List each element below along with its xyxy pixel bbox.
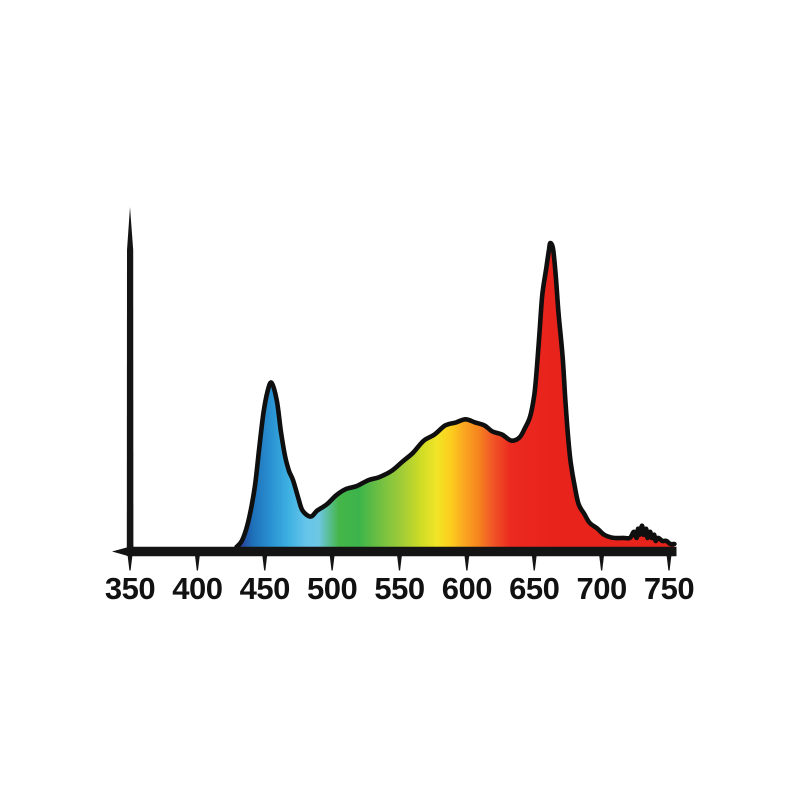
x-tick-label: 500 [307, 571, 357, 606]
x-tick-label: 400 [172, 571, 222, 606]
x-axis-tick [261, 548, 268, 571]
x-axis-tick [464, 548, 471, 571]
spectrum-figure: 350 400 450 500 550 600 650 700 750 [0, 0, 800, 800]
x-axis-tick [531, 548, 538, 571]
x-axis-tick [666, 548, 673, 571]
x-tick-label: 600 [442, 571, 492, 606]
x-axis-tick [396, 548, 403, 571]
x-axis-labels: 350 400 450 500 550 600 650 700 750 [105, 571, 694, 606]
x-tick-label: 350 [105, 571, 155, 606]
x-axis-tick [329, 548, 336, 571]
y-axis [127, 207, 134, 556]
spectrum-chart: 350 400 450 500 550 600 650 700 750 [0, 0, 800, 800]
x-tick-label: 450 [240, 571, 290, 606]
x-axis-tick [194, 548, 201, 571]
x-tick-label: 700 [577, 571, 627, 606]
x-tick-label: 750 [644, 571, 694, 606]
x-tick-label: 650 [509, 571, 559, 606]
x-axis-tick [598, 548, 605, 571]
x-tick-label: 550 [374, 571, 424, 606]
